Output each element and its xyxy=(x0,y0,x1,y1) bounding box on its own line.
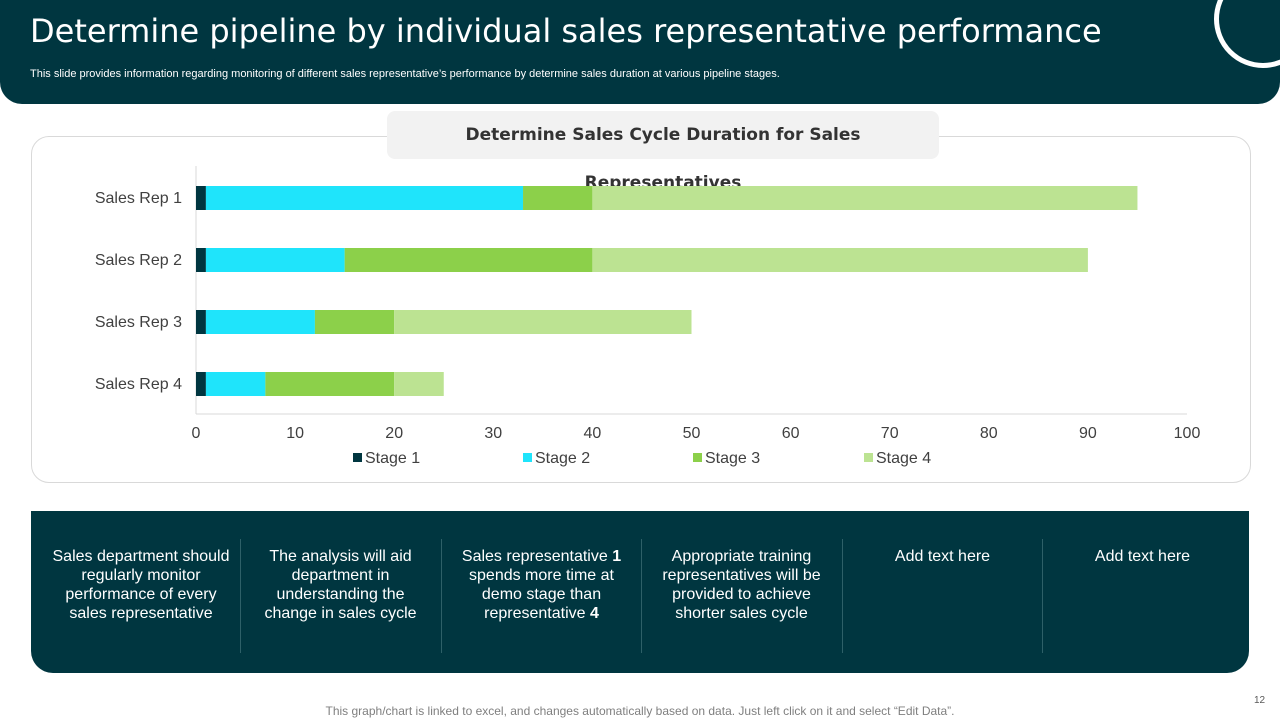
x-tick-label-1: 10 xyxy=(286,425,304,442)
x-tick-label-9: 90 xyxy=(1079,425,1097,442)
insight-3-rep-a: 1 xyxy=(612,548,622,565)
bar-1-stage-4[interactable] xyxy=(592,186,1138,210)
footer-note: This graph/chart is linked to excel, and… xyxy=(325,704,955,718)
x-tick-label-0: 0 xyxy=(192,425,201,442)
legend-label-2: Stage 2 xyxy=(535,450,590,467)
bar-2-stage-1[interactable] xyxy=(196,248,206,272)
bar-4-stage-1[interactable] xyxy=(196,372,206,396)
header-banner: Determine pipeline by individual sales r… xyxy=(0,0,1280,104)
page-number: 12 xyxy=(1254,695,1266,706)
legend-swatch-1 xyxy=(353,453,362,462)
legend-label-3: Stage 3 xyxy=(705,450,760,467)
x-tick-label-8: 80 xyxy=(980,425,998,442)
legend-label-4: Stage 4 xyxy=(876,450,931,467)
category-label-2: Sales Rep 2 xyxy=(95,252,182,269)
bar-3-stage-2[interactable] xyxy=(205,310,315,334)
page-subtitle: This slide provides information regardin… xyxy=(30,68,780,80)
bar-2-stage-4[interactable] xyxy=(592,248,1088,272)
insight-3-rep-b: 4 xyxy=(589,605,599,622)
chart-title: Determine Sales Cycle Duration for Sales… xyxy=(387,111,939,193)
x-tick-label-5: 50 xyxy=(683,425,701,442)
bar-4-stage-2[interactable] xyxy=(205,372,266,396)
bar-2-stage-2[interactable] xyxy=(205,248,345,272)
category-label-4: Sales Rep 4 xyxy=(95,376,182,393)
insight-2: The analysis will aid department in unde… xyxy=(240,539,440,653)
bar-4-stage-4[interactable] xyxy=(394,372,444,396)
insight-3: Sales representative 1 spends more time … xyxy=(441,539,641,653)
insight-6[interactable]: Add text here xyxy=(1042,539,1242,653)
category-label-3: Sales Rep 3 xyxy=(95,314,182,331)
legend-swatch-4 xyxy=(864,453,873,462)
insight-4: Appropriate training representatives wil… xyxy=(641,539,841,653)
legend-swatch-2 xyxy=(523,453,532,462)
insight-5[interactable]: Add text here xyxy=(842,539,1042,653)
insights-panel: Sales department should regularly monito… xyxy=(31,511,1249,673)
decorative-ring xyxy=(1214,0,1280,68)
x-tick-label-10: 100 xyxy=(1174,425,1201,442)
bar-1-stage-2[interactable] xyxy=(205,186,524,210)
bar-2-stage-3[interactable] xyxy=(344,248,593,272)
bar-1-stage-3[interactable] xyxy=(523,186,593,210)
category-label-1: Sales Rep 1 xyxy=(95,190,182,207)
bar-1-stage-1[interactable] xyxy=(196,186,206,210)
legend-swatch-3 xyxy=(693,453,702,462)
page-title: Determine pipeline by individual sales r… xyxy=(30,12,1102,50)
insight-3-text-b: spends more time at demo stage than repr… xyxy=(469,567,614,622)
x-tick-label-6: 60 xyxy=(782,425,800,442)
x-tick-label-4: 40 xyxy=(584,425,602,442)
x-tick-label-3: 30 xyxy=(484,425,502,442)
x-tick-label-2: 20 xyxy=(385,425,403,442)
bar-4-stage-3[interactable] xyxy=(265,372,395,396)
insight-1: Sales department should regularly monito… xyxy=(52,548,230,622)
legend-label-1: Stage 1 xyxy=(365,450,420,467)
bar-3-stage-3[interactable] xyxy=(314,310,395,334)
insight-3-text-a: Sales representative xyxy=(461,548,613,565)
bar-3-stage-4[interactable] xyxy=(394,310,692,334)
bar-3-stage-1[interactable] xyxy=(196,310,206,334)
x-tick-label-7: 70 xyxy=(881,425,899,442)
